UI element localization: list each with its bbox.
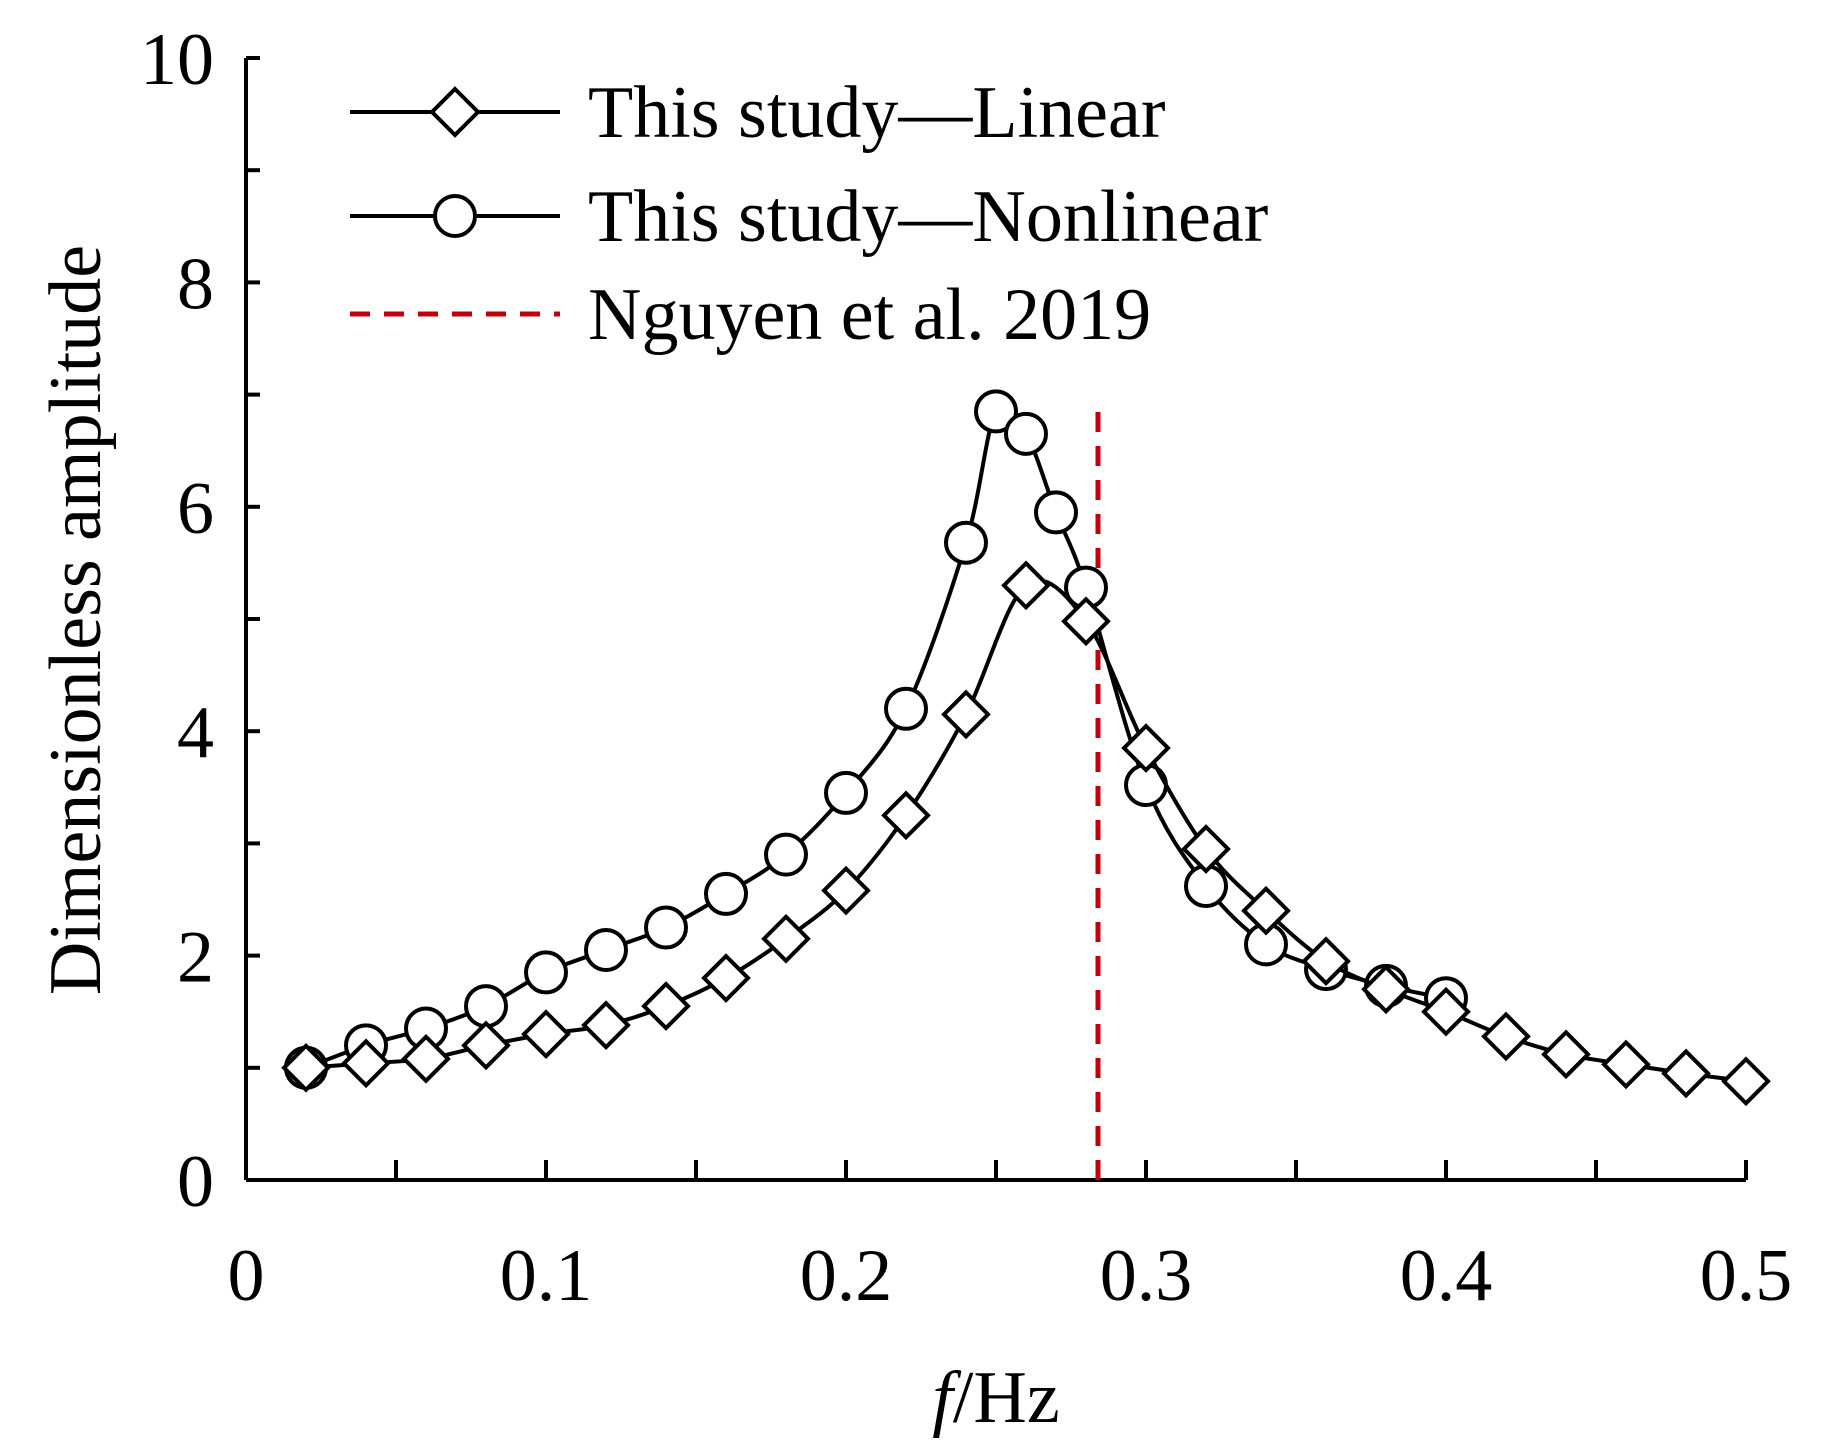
plot-area <box>281 389 1771 1180</box>
linear-diamond-point <box>281 1042 331 1093</box>
nonlinear-series-line <box>305 403 1447 1070</box>
linear-diamond-point <box>1061 596 1111 647</box>
linear-diamond-point <box>1601 1039 1651 1090</box>
linear-diamond-point <box>1301 936 1351 987</box>
legend: This study—Linear This study—Nonlinear N… <box>350 72 1268 356</box>
linear-diamond-point <box>1481 1011 1531 1062</box>
nonlinear-circle-point <box>1004 411 1048 456</box>
linear-diamond-point <box>1121 723 1171 773</box>
y-ticks: 0 2 4 6 8 10 <box>140 19 260 1223</box>
legend-circle-marker <box>433 194 477 238</box>
nonlinear-circle-point <box>884 686 928 731</box>
linear-diamond-point <box>1541 1029 1591 1080</box>
x-axis-title-unit: /Hz <box>953 1357 1060 1439</box>
x-tick-label: 0 <box>228 1235 265 1317</box>
linear-diamond-point <box>461 1020 511 1071</box>
nonlinear-circle-point <box>644 905 688 950</box>
legend-linear-label: This study—Linear <box>588 72 1166 154</box>
x-ticks: 0 0.1 0.2 0.3 0.4 0.5 <box>228 1160 1793 1317</box>
linear-diamond-point <box>641 981 691 1031</box>
nonlinear-circle-point <box>464 984 508 1029</box>
y-tick-label: 2 <box>177 917 214 999</box>
legend-item-linear: This study—Linear <box>350 72 1166 154</box>
linear-diamond-point <box>1181 824 1231 874</box>
linear-diamond-point <box>1241 885 1291 936</box>
x-tick-label: 0.4 <box>1400 1235 1493 1317</box>
linear-diamond-point <box>1421 986 1471 1037</box>
nonlinear-circle-point <box>584 927 628 972</box>
x-axis-title: f/Hz <box>932 1357 1059 1439</box>
x-tick-label: 0.1 <box>500 1235 593 1317</box>
x-tick-label: 0.5 <box>1700 1235 1793 1317</box>
y-tick-label: 10 <box>140 19 214 101</box>
linear-diamond-point <box>1661 1048 1711 1099</box>
linear-diamond-point <box>1721 1056 1771 1107</box>
nonlinear-circle-point <box>704 871 748 916</box>
nonlinear-circle-point <box>764 832 808 877</box>
legend-item-nguyen: Nguyen et al. 2019 <box>350 274 1151 356</box>
nonlinear-circle-point <box>974 389 1018 434</box>
linear-diamond-point <box>1001 560 1051 611</box>
legend-item-nonlinear: This study—Nonlinear <box>350 176 1268 258</box>
linear-diamond-point <box>521 1009 571 1059</box>
y-tick-label: 8 <box>177 243 214 325</box>
linear-diamond-point <box>1361 964 1411 1015</box>
nonlinear-circle-point <box>1034 490 1078 535</box>
linear-diamond-point <box>941 689 991 740</box>
x-tick-label: 0.3 <box>1100 1235 1193 1317</box>
legend-nguyen-label: Nguyen et al. 2019 <box>588 274 1151 356</box>
nonlinear-circle-point <box>524 950 568 995</box>
linear-diamond-point <box>581 1000 631 1050</box>
legend-diamond-marker <box>429 86 481 138</box>
legend-nonlinear-label: This study—Nonlinear <box>588 176 1268 258</box>
y-tick-label: 4 <box>177 692 214 774</box>
nonlinear-circle-point <box>944 520 988 565</box>
linear-diamond-point <box>761 913 811 964</box>
y-tick-label: 0 <box>177 1141 214 1223</box>
y-tick-label: 6 <box>177 468 214 550</box>
linear-diamond-point <box>701 953 751 1003</box>
linear-series-line <box>305 578 1747 1084</box>
x-tick-label: 0.2 <box>800 1235 893 1317</box>
linear-diamond-point <box>341 1038 391 1089</box>
y-axis-title: Dimensionless amplitude <box>35 245 117 995</box>
nonlinear-circle-point <box>824 770 868 815</box>
linear-diamond-point <box>881 790 931 841</box>
linear-diamond-point <box>821 865 871 916</box>
linear-diamond-point <box>401 1033 451 1084</box>
